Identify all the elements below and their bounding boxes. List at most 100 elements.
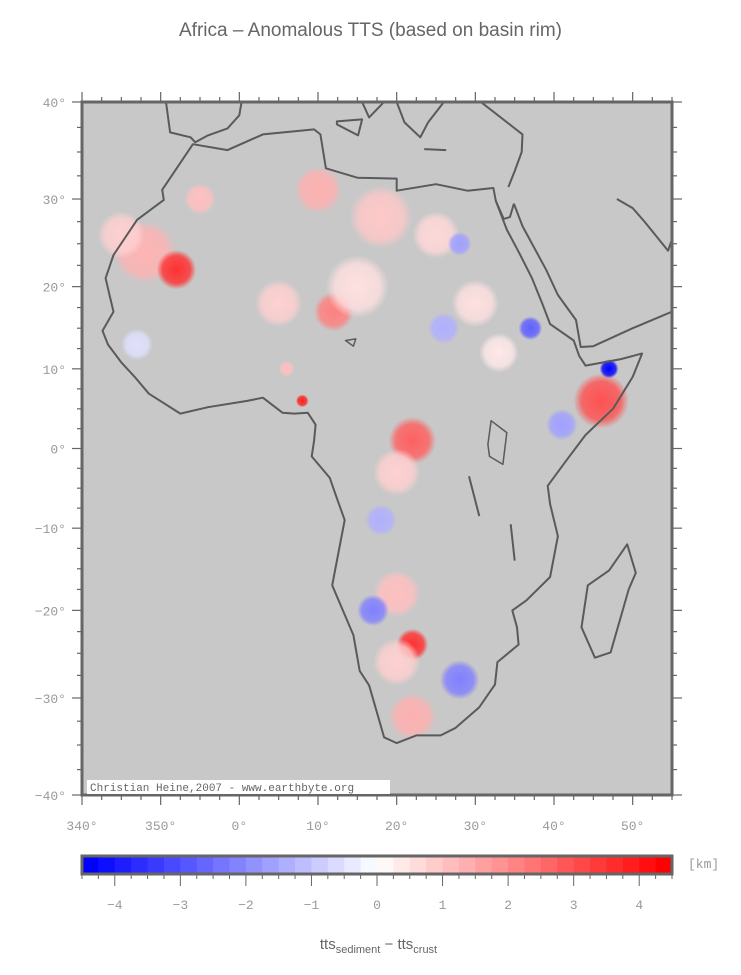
colorbar-bin [590, 856, 607, 874]
colorbar-bin [508, 856, 525, 874]
colorbar-tick-label: 2 [504, 898, 512, 913]
crete-coastline [424, 148, 447, 152]
label-part: tts [319, 936, 336, 953]
lake-tanganyika [468, 476, 481, 517]
colorbar-tick-label: 4 [635, 898, 643, 913]
anomaly-patch [447, 231, 472, 256]
anomaly-patch [365, 504, 397, 536]
anomaly-patch [278, 360, 295, 377]
anomaly-patch [479, 332, 519, 373]
anomaly-patch [439, 660, 480, 700]
colorbar-bin [573, 856, 591, 874]
label-sub: sediment [335, 944, 381, 956]
anomaly-layer [97, 166, 629, 741]
colorbar-label: ttssediment − ttscrust [0, 936, 741, 956]
anomaly-patch [294, 166, 342, 214]
map-title: Africa – Anomalous TTS (based on basin r… [179, 20, 562, 41]
colorbar-bin [622, 856, 640, 874]
lake-chad [344, 338, 357, 347]
colorbar-bin [606, 856, 624, 874]
coastline-layer [101, 102, 672, 745]
anomaly-patch [388, 692, 437, 741]
anomaly-patch [121, 328, 153, 361]
colorbar-bin [163, 856, 181, 874]
colorbar-bin [475, 856, 493, 874]
europe-levant-coastline [395, 102, 524, 188]
lat-tick-label: 20° [43, 281, 66, 296]
colorbar-tick-label: −3 [173, 898, 189, 913]
lon-tick-label: 40° [542, 819, 565, 834]
lon-tick-label: 50° [621, 819, 644, 834]
anomaly-patch [518, 316, 543, 341]
italy-coastline [361, 102, 386, 119]
colorbar-tick-label: 3 [570, 898, 578, 913]
lat-tick-label: 10° [43, 363, 66, 378]
colorbar-bin [360, 856, 378, 874]
colorbar-bin [524, 856, 542, 874]
label-part: − tts [380, 936, 414, 953]
colorbar-bin [377, 856, 394, 874]
anomaly-patch [372, 638, 421, 686]
label-sub: crust [413, 944, 438, 956]
lon-tick-label: 350° [145, 819, 176, 834]
madagascar-coastline [580, 543, 637, 659]
colorbar-bin [196, 856, 214, 874]
lat-tick-label: −30° [35, 692, 66, 707]
anomaly-patch [428, 312, 460, 345]
anomaly-patch [451, 279, 500, 328]
iberia-coastline [164, 102, 243, 144]
colorbar-bin [426, 856, 444, 874]
colorbar-bin [82, 856, 99, 874]
colorbar-bin [147, 856, 165, 874]
colorbar-bin [327, 856, 345, 874]
colorbar-bin [639, 856, 657, 874]
colorbar-bin [540, 856, 558, 874]
gulf-coastline [616, 198, 672, 252]
axis-ticks: 340° 350° 0° 10° 20° 30° 40° 50° 40° 30° 20° 10° 0° −… [35, 92, 682, 834]
anomaly-patch [546, 408, 578, 441]
lon-tick-label: 30° [464, 819, 487, 834]
lake-malawi [509, 524, 516, 561]
lat-tick-label: −20° [35, 604, 66, 619]
sicily-coastline [335, 118, 364, 137]
colorbar-tick-label: 1 [439, 898, 447, 913]
lat-tick-label: 0° [50, 443, 66, 458]
colorbar-bin [557, 856, 575, 874]
colorbar: −4 −3 −2 −1 0 1 2 3 4 [80, 854, 674, 913]
colorbar-tick-label: −1 [304, 898, 320, 913]
anomaly-patch [184, 183, 216, 215]
credit-text: Christian Heine,2007 - www.earthbyte.org [90, 783, 354, 795]
anomaly-patch [254, 279, 303, 328]
arabia-coastline [512, 203, 672, 348]
anomaly-patch [599, 359, 619, 379]
lon-tick-label: 340° [66, 819, 97, 834]
colorbar-tick-label: −2 [238, 898, 254, 913]
lat-tick-label: 40° [43, 96, 66, 111]
colorbar-bin [114, 856, 132, 874]
colorbar-bin [262, 856, 280, 874]
lon-tick-label: 20° [385, 819, 408, 834]
anomaly-patch [349, 185, 413, 249]
colorbar-bin [409, 856, 427, 874]
colorbar-tick-label: −4 [107, 898, 123, 913]
colorbar-bin [245, 856, 263, 874]
anomaly-patch [156, 249, 197, 290]
anomaly-patch [97, 211, 146, 259]
lake-victoria [487, 419, 508, 466]
colorbar-bin [131, 856, 149, 874]
colorbar-bin [442, 856, 460, 874]
anomaly-patch [372, 448, 421, 496]
colorbar-bin [98, 856, 116, 874]
lon-tick-label: 0° [232, 819, 248, 834]
lat-tick-label: 30° [43, 193, 66, 208]
colorbar-bin [491, 856, 509, 874]
colorbar-bin [458, 856, 476, 874]
colorbar-bin [229, 856, 247, 874]
colorbar-bin [311, 856, 329, 874]
colorbar-bin [278, 856, 296, 874]
colorbar-bin [295, 856, 312, 874]
colorbar-unit: [km] [688, 857, 719, 872]
anomaly-patch [357, 594, 389, 627]
sinai-coastline [494, 200, 515, 220]
